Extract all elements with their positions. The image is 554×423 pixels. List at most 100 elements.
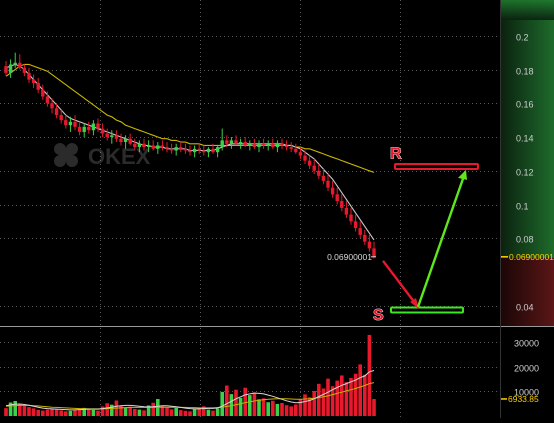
- candle-body: [248, 143, 252, 146]
- price-tick-label: 0.16: [516, 100, 534, 110]
- candle-body: [206, 148, 211, 153]
- candle-body: [353, 221, 358, 229]
- candle-body: [87, 126, 91, 131]
- axis-layer: 0.2 0.18 0.16 0.14 0.12 0.1 0.08 0.04 0.06900001…: [327, 33, 554, 404]
- volume-bar: [271, 400, 275, 416]
- price-scale-gain-shade: [500, 0, 554, 258]
- candle-body: [133, 143, 137, 148]
- candle-body: [100, 128, 105, 134]
- volume-bar: [266, 402, 270, 416]
- volume-bar: [284, 405, 289, 416]
- volume-bar: [54, 409, 59, 416]
- candle-body: [105, 133, 109, 137]
- volume-tick-label: 10000: [514, 388, 539, 398]
- volume-layer: [4, 334, 376, 416]
- volume-bar: [160, 405, 165, 416]
- volume-tick-label: 30000: [514, 339, 539, 349]
- candle-body: [363, 234, 367, 242]
- candle-body: [261, 143, 266, 146]
- candle-body: [137, 143, 142, 148]
- candle-body: [18, 62, 22, 68]
- volume-bar: [96, 410, 100, 416]
- price-scale-top-shade: [500, 0, 554, 20]
- volume-bar: [202, 406, 206, 416]
- volume-bar: [142, 410, 146, 416]
- candle-body: [335, 194, 339, 202]
- candle-body: [220, 140, 224, 148]
- support-label: S: [373, 307, 384, 324]
- volume-bar: [68, 410, 73, 416]
- candle-body: [312, 165, 316, 171]
- candle-body: [225, 140, 229, 144]
- volume-bar: [197, 407, 201, 416]
- volume-bar: [280, 402, 284, 416]
- volume-bar: [261, 398, 266, 416]
- volume-bar: [211, 410, 215, 416]
- candle-body: [188, 150, 192, 153]
- candle-body: [59, 115, 63, 121]
- candle-body: [13, 62, 17, 65]
- candle-body: [156, 145, 160, 149]
- candle-body: [50, 103, 54, 109]
- candle-body: [96, 123, 100, 129]
- volume-bar: [4, 408, 8, 416]
- candle-body: [202, 150, 206, 153]
- candle-body: [174, 147, 178, 151]
- candle-body: [4, 66, 8, 73]
- candle-body: [307, 160, 312, 166]
- candle-body: [183, 148, 188, 151]
- candle-body: [349, 214, 353, 222]
- volume-bar: [77, 409, 82, 416]
- candle-body: [160, 145, 165, 148]
- volume-bar: [183, 410, 188, 416]
- up-projection-arrow: [416, 175, 466, 308]
- candle-body: [31, 79, 36, 83]
- volume-bar: [238, 397, 243, 416]
- okex-logo-icon: [54, 143, 78, 167]
- down-projection-arrow: [382, 260, 419, 308]
- volume-ma-layer: [5, 370, 375, 411]
- volume-bar: [151, 402, 155, 416]
- volume-bar: [353, 373, 358, 416]
- price-tick-label: 0.04: [516, 303, 534, 313]
- volume-bar: [50, 408, 54, 416]
- candle-body: [114, 135, 119, 139]
- candle-body: [41, 89, 45, 97]
- volume-bar: [82, 407, 86, 416]
- volume-bar: [192, 409, 197, 416]
- volume-bar: [349, 377, 353, 416]
- volume-bar: [188, 411, 192, 416]
- volume-bar: [41, 410, 45, 416]
- candle-body: [142, 143, 146, 148]
- price-scale-loss-shade: [500, 258, 554, 326]
- candle-body: [229, 140, 234, 144]
- volume-bar: [31, 408, 36, 416]
- candle-body: [294, 148, 298, 153]
- support-level: [390, 306, 464, 314]
- volume-bar: [372, 399, 376, 416]
- volume-bar: [257, 399, 261, 416]
- volume-bar: [344, 382, 349, 416]
- candle-body: [344, 207, 349, 215]
- candle-body: [326, 180, 330, 188]
- candle-body: [284, 145, 289, 148]
- price-tick-label: 0.08: [516, 235, 534, 245]
- volume-bar: [128, 406, 132, 416]
- volume-bar: [252, 392, 257, 416]
- candle-body: [123, 138, 128, 143]
- volume-bar: [36, 409, 40, 416]
- volume-ma-slow-line: [5, 382, 375, 410]
- price-tick-label: 0.1: [516, 202, 529, 212]
- volume-bar: [335, 380, 339, 416]
- volume-bar: [123, 407, 128, 416]
- candle-body: [22, 67, 27, 73]
- candle-body: [372, 248, 376, 257]
- volume-bar: [174, 407, 178, 416]
- candle-body: [266, 143, 270, 146]
- volume-bar: [321, 388, 326, 416]
- ma-slow-line: [5, 63, 375, 173]
- candle-body: [298, 152, 303, 156]
